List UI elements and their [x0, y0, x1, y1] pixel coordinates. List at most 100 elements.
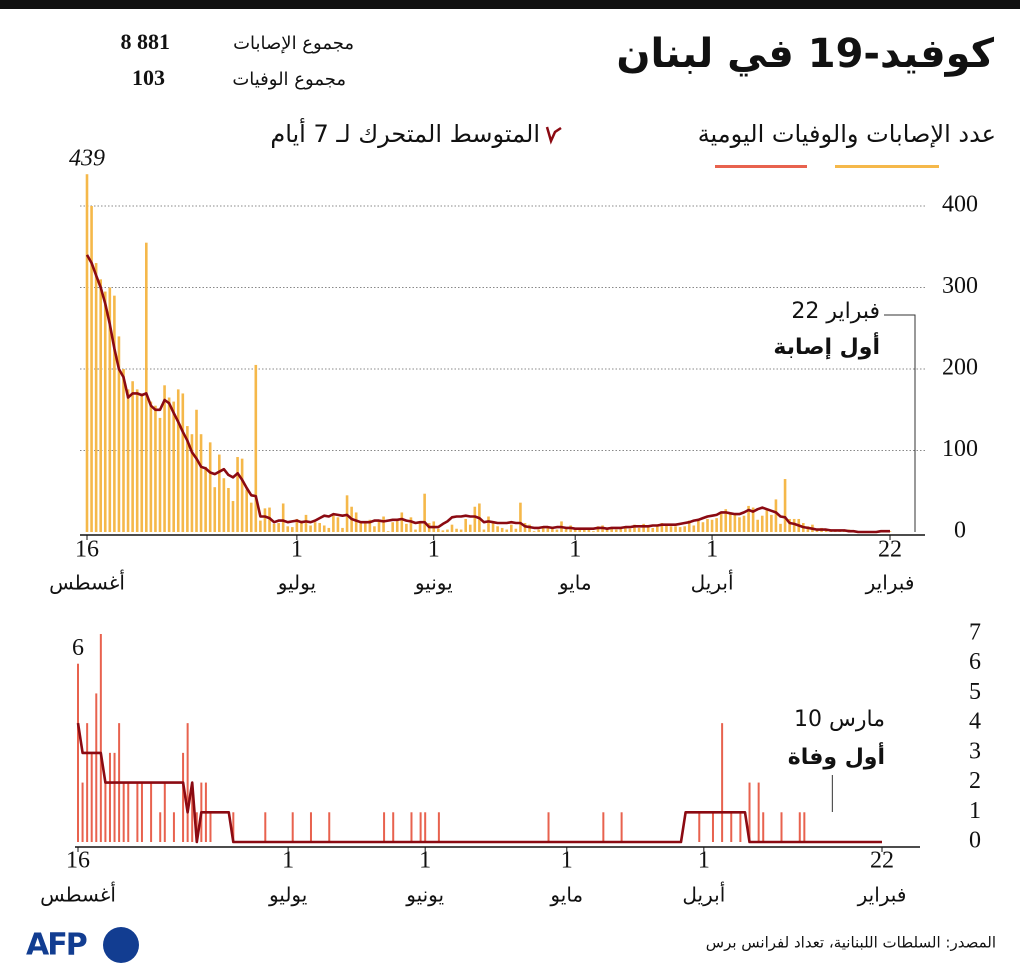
- bar: [423, 493, 426, 532]
- bar: [277, 523, 280, 532]
- bar: [656, 525, 659, 532]
- title: كوفيد-19 في لبنان: [616, 31, 994, 77]
- bar: [678, 527, 682, 532]
- bar: [318, 523, 321, 532]
- bar: [683, 526, 686, 532]
- bar: [610, 527, 613, 532]
- bar: [711, 812, 714, 842]
- bar: [409, 517, 413, 532]
- bar: [405, 523, 408, 532]
- bar: [222, 478, 226, 532]
- bar: [619, 528, 623, 532]
- bar: [186, 723, 189, 842]
- bar: [496, 526, 499, 532]
- bar: [249, 502, 253, 532]
- bar: [783, 479, 787, 532]
- bar: [437, 812, 440, 842]
- bar: [633, 524, 636, 532]
- bar: [510, 524, 513, 532]
- bar: [99, 634, 102, 842]
- bar: [760, 515, 764, 532]
- bar: [145, 242, 148, 533]
- logo: AFP: [26, 928, 87, 963]
- y-tick-label: 6: [969, 649, 981, 675]
- bar: [724, 509, 728, 532]
- bar: [441, 530, 445, 532]
- bar: [354, 512, 358, 532]
- bar: [414, 529, 417, 532]
- bar: [240, 458, 244, 532]
- bar: [578, 528, 582, 532]
- total-value: 8 881: [121, 29, 171, 54]
- bar: [642, 523, 645, 532]
- moving-average-line: [76, 722, 882, 844]
- x-tick-label: 1: [282, 848, 294, 874]
- x-tick-month: أغسطس: [40, 882, 116, 907]
- bar: [687, 520, 691, 532]
- bar: [328, 812, 331, 842]
- bar: [313, 522, 317, 532]
- bar: [738, 517, 741, 532]
- bar: [803, 812, 806, 842]
- bar: [195, 409, 198, 532]
- peak-label: 439: [69, 146, 105, 172]
- bar: [710, 519, 714, 532]
- bar: [231, 501, 235, 532]
- bar: [95, 693, 98, 842]
- annotation: 22 فبراير: [791, 299, 880, 324]
- bar: [172, 401, 175, 532]
- y-tick-label: 5: [969, 679, 981, 705]
- bar: [779, 523, 782, 532]
- bar: [368, 519, 372, 532]
- bar: [158, 417, 162, 532]
- bar: [336, 517, 340, 532]
- bar: [209, 812, 212, 842]
- y-tick-label: 3: [969, 738, 981, 764]
- legend-line-icon: [545, 126, 562, 145]
- bar: [391, 522, 394, 532]
- bar: [532, 531, 536, 532]
- bar: [227, 487, 230, 532]
- bar: [473, 506, 477, 532]
- bar: [721, 723, 724, 842]
- bar: [117, 336, 121, 532]
- bar: [450, 524, 454, 532]
- x-tick-month: أبريل: [691, 570, 734, 595]
- total-value: 103: [132, 65, 165, 90]
- bar: [104, 782, 107, 842]
- bar: [774, 499, 778, 532]
- bar: [281, 503, 285, 532]
- bar: [437, 528, 440, 532]
- bar: [418, 522, 422, 532]
- bar: [468, 524, 472, 532]
- bar: [167, 397, 171, 532]
- bar: [747, 505, 750, 532]
- moving-average-line: [85, 254, 890, 534]
- y-tick-label: 0: [969, 828, 981, 854]
- bar: [500, 527, 504, 532]
- bar: [113, 752, 116, 842]
- bar: [410, 812, 413, 842]
- bar: [697, 520, 700, 532]
- bar: [733, 513, 737, 532]
- bar: [236, 457, 239, 532]
- y-tick-label: 1: [969, 798, 981, 824]
- x-tick-month: يوليو: [277, 571, 316, 595]
- bar: [637, 527, 641, 532]
- y-tick-label: 7: [969, 620, 981, 646]
- bar: [751, 507, 755, 532]
- bar: [551, 528, 554, 532]
- source: المصدر: السلطات اللبنانية، تعداد لفرانس …: [706, 934, 996, 952]
- bar: [537, 529, 540, 532]
- bar: [259, 520, 262, 532]
- bar: [756, 519, 759, 532]
- bar: [701, 522, 705, 532]
- bar: [364, 523, 367, 532]
- bar: [263, 508, 267, 532]
- bar: [669, 526, 673, 532]
- bar: [122, 369, 125, 532]
- legend-daily: عدد الإصابات والوفيات اليومية: [698, 120, 996, 148]
- x-tick-month: يوليو: [268, 883, 307, 907]
- bar: [181, 393, 185, 532]
